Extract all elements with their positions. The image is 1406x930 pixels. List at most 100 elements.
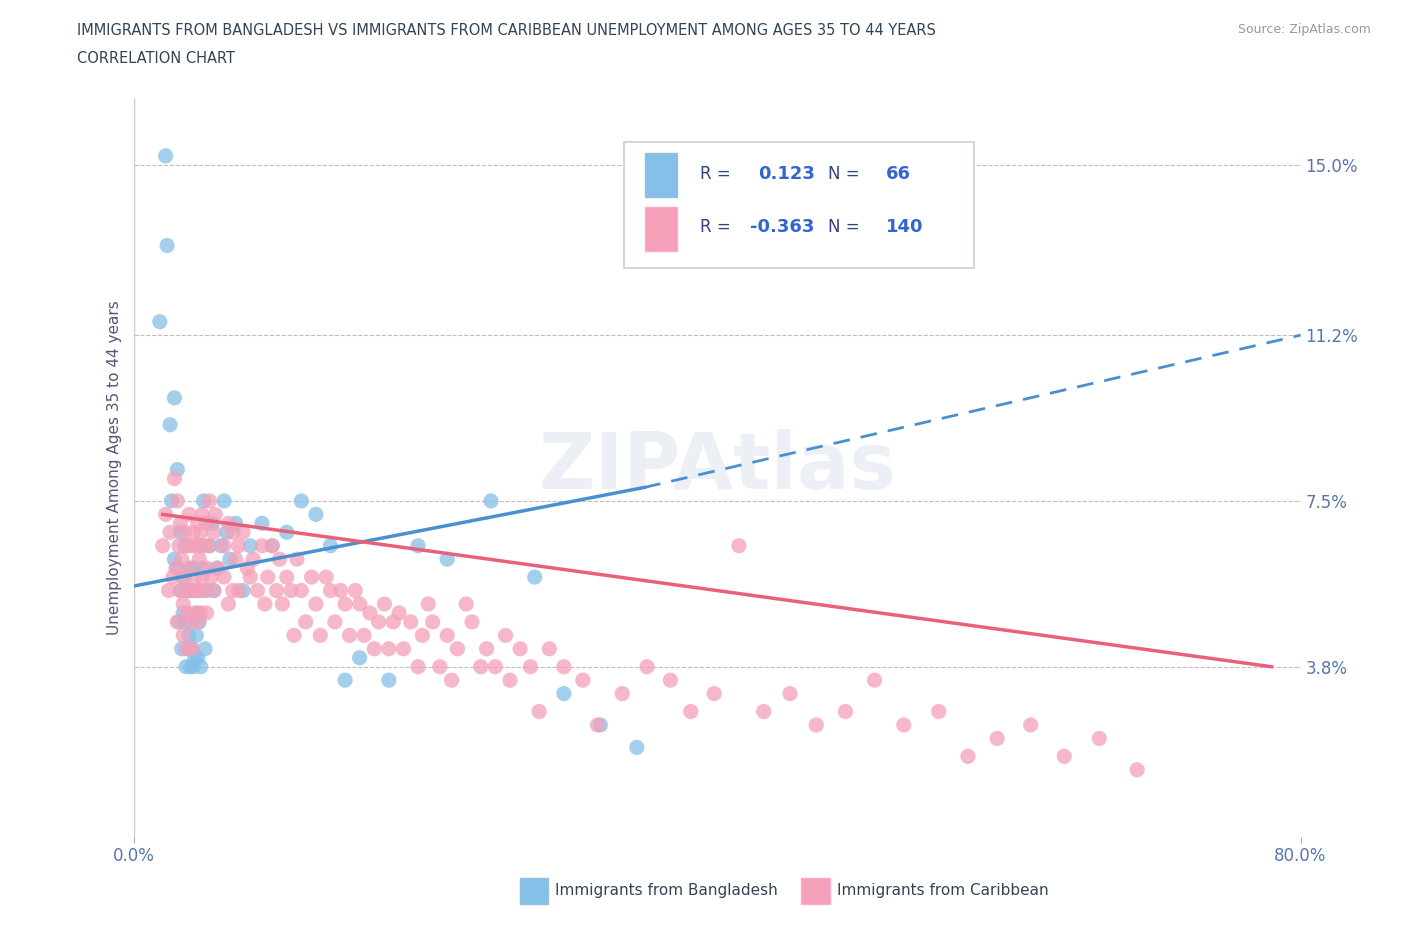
Point	[177, 561, 200, 576]
Point	[461, 615, 484, 630]
Text: Immigrants from Bangladesh: Immigrants from Bangladesh	[555, 884, 778, 898]
Point	[280, 583, 302, 598]
Text: R =: R =	[700, 165, 730, 183]
Point	[184, 605, 207, 620]
Point	[163, 551, 186, 566]
Point	[659, 672, 682, 687]
Point	[294, 615, 316, 630]
Point	[198, 494, 221, 509]
Point	[191, 570, 214, 585]
Point	[176, 538, 198, 553]
Point	[174, 659, 197, 674]
Point	[256, 570, 278, 585]
Point	[863, 672, 886, 687]
Point	[176, 605, 198, 620]
Point	[246, 583, 269, 598]
Point	[163, 472, 186, 486]
Point	[202, 525, 225, 539]
Point	[190, 538, 212, 553]
Point	[212, 570, 235, 585]
Text: 0.123: 0.123	[758, 165, 815, 183]
Point	[163, 391, 186, 405]
Point	[728, 538, 751, 553]
Point	[378, 642, 401, 657]
Point	[176, 583, 198, 598]
Point	[956, 749, 979, 764]
Point	[198, 538, 221, 553]
Text: IMMIGRANTS FROM BANGLADESH VS IMMIGRANTS FROM CARIBBEAN UNEMPLOYMENT AMONG AGES : IMMIGRANTS FROM BANGLADESH VS IMMIGRANTS…	[77, 23, 936, 38]
Point	[157, 583, 180, 598]
Point	[333, 672, 356, 687]
Point	[173, 538, 195, 553]
Point	[538, 642, 561, 657]
Point	[169, 583, 191, 598]
Point	[202, 583, 225, 598]
Point	[172, 628, 194, 643]
Point	[173, 570, 195, 585]
Point	[228, 538, 250, 553]
Point	[225, 516, 247, 531]
Point	[309, 628, 332, 643]
Text: ZIPAtlas: ZIPAtlas	[538, 430, 896, 505]
Point	[285, 551, 308, 566]
Point	[195, 605, 218, 620]
Point	[1088, 731, 1111, 746]
Point	[209, 538, 232, 553]
Point	[179, 561, 201, 576]
Point	[242, 551, 264, 566]
Point	[253, 596, 276, 611]
Point	[703, 686, 725, 701]
Point	[1053, 749, 1076, 764]
Point	[411, 628, 433, 643]
Point	[323, 615, 346, 630]
Point	[305, 596, 328, 611]
Point	[187, 516, 209, 531]
Point	[422, 615, 444, 630]
Point	[276, 570, 298, 585]
Point	[200, 570, 222, 585]
Point	[218, 551, 240, 566]
Point	[589, 718, 612, 733]
Point	[339, 628, 361, 643]
Point	[572, 672, 595, 687]
Point	[834, 704, 856, 719]
Point	[382, 615, 405, 630]
Point	[436, 628, 458, 643]
Point	[179, 615, 201, 630]
Point	[174, 642, 197, 657]
Point	[156, 238, 179, 253]
Point	[198, 538, 221, 553]
Point	[429, 659, 451, 674]
Point	[349, 650, 371, 665]
Point	[928, 704, 950, 719]
FancyBboxPatch shape	[645, 153, 678, 197]
Text: N =: N =	[828, 218, 859, 236]
Point	[523, 570, 546, 585]
Text: 140: 140	[886, 218, 924, 236]
Point	[290, 494, 312, 509]
Point	[440, 672, 463, 687]
Point	[484, 659, 506, 674]
Point	[612, 686, 634, 701]
Point	[159, 525, 181, 539]
Point	[479, 494, 502, 509]
Point	[290, 583, 312, 598]
Point	[193, 494, 215, 509]
Point	[406, 659, 429, 674]
Point	[228, 583, 250, 598]
Text: CORRELATION CHART: CORRELATION CHART	[77, 51, 235, 66]
Point	[166, 615, 188, 630]
Point	[217, 516, 239, 531]
Point	[183, 525, 205, 539]
Point	[195, 561, 218, 576]
Point	[636, 659, 658, 674]
Point	[367, 615, 389, 630]
Text: Source: ZipAtlas.com: Source: ZipAtlas.com	[1237, 23, 1371, 36]
Point	[509, 642, 531, 657]
Point	[188, 615, 211, 630]
Point	[495, 628, 517, 643]
FancyBboxPatch shape	[624, 142, 974, 268]
Point	[626, 740, 648, 755]
Point	[399, 615, 422, 630]
Point	[155, 507, 177, 522]
